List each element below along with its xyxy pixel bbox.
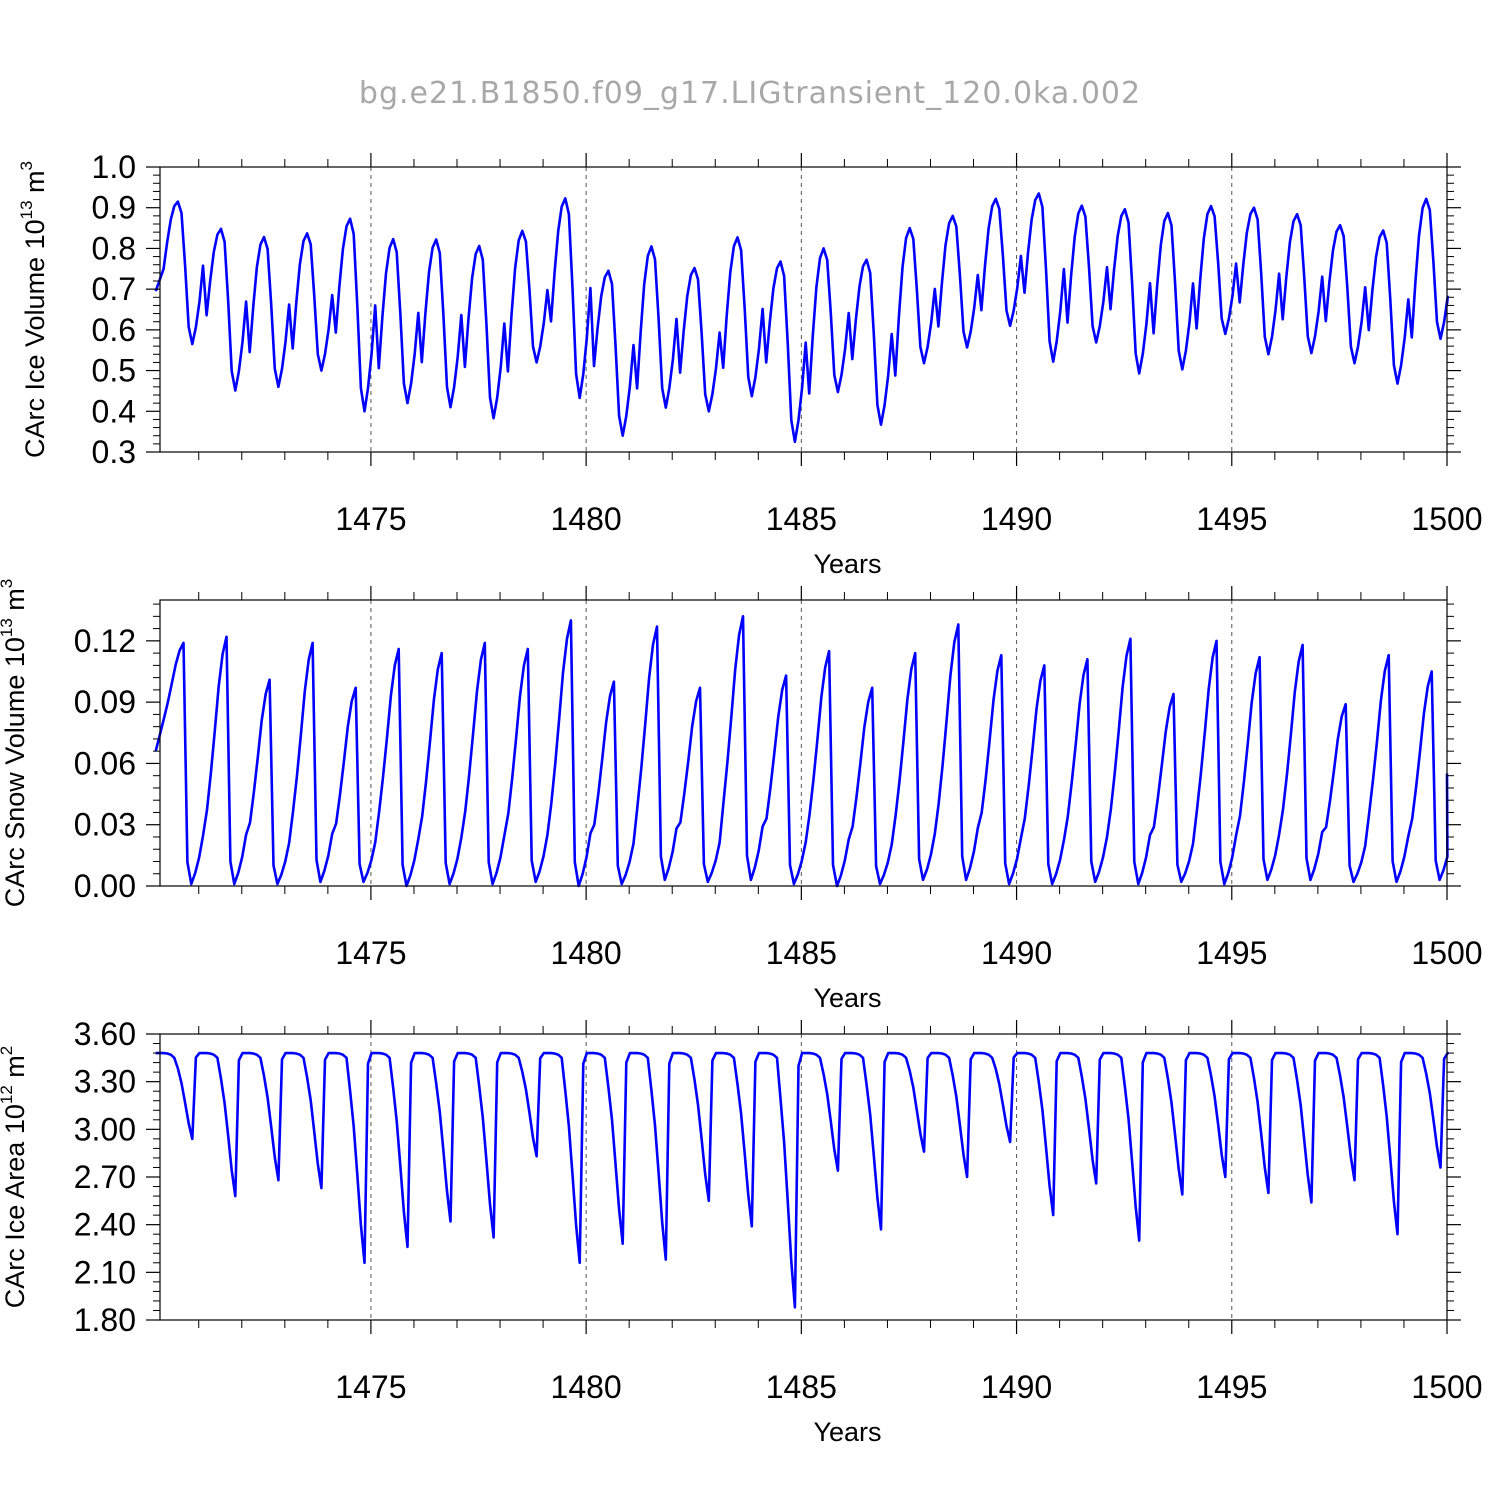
y-tick-label: 2.40 (74, 1207, 136, 1243)
y-tick-label: 0.6 (92, 312, 136, 348)
y-axis-label-exponent: 13 (17, 200, 36, 219)
snow-volume-series-line (154, 615, 1449, 888)
x-tick-label: 1495 (1196, 501, 1267, 537)
panel-ice-area: 1475 1480 1485 1490 1495 1500 Years 1.80 2.10 2.4… (0, 1016, 1483, 1447)
figure-title: bg.e21.B1850.f09_g17.LIGtransient_120.0k… (359, 76, 1141, 111)
y-axis-label-exponent: 13 (0, 618, 16, 637)
y-tick-label: 0.12 (74, 623, 136, 659)
y-axis-label: CArc Ice Area 1012 m2 (0, 1046, 30, 1309)
x-tick-label: 1490 (981, 501, 1052, 537)
x-tick-label: 1495 (1196, 935, 1267, 971)
y-tick-label: 0.4 (92, 393, 136, 429)
y-axis-label-unit: m (0, 588, 30, 618)
y-axis-label-text: CArc Ice Volume 10 (20, 219, 50, 458)
y-axis-label-unit: m (0, 1055, 30, 1085)
x-tick-label: 1490 (981, 1369, 1052, 1405)
ice-volume-series-line (154, 192, 1449, 444)
y-axis-label-unit: m (20, 170, 50, 200)
y-tick-label: 2.70 (74, 1159, 136, 1195)
x-tick-label: 1475 (335, 501, 406, 537)
y-axis-label: CArc Snow Volume 1013 m3 (0, 579, 30, 908)
x-tick-label: 1475 (335, 935, 406, 971)
y-axis-label: CArc Ice Volume 1013 m3 (17, 161, 50, 458)
x-tick-label: 1480 (551, 1369, 622, 1405)
x-tick-label: 1500 (1411, 1369, 1482, 1405)
y-axis-label-text: CArc Snow Volume 10 (0, 637, 30, 907)
y-tick-label: 3.00 (74, 1111, 136, 1147)
y-tick-label: 3.60 (74, 1016, 136, 1052)
panel-ice-volume: 1475 1480 1485 1490 1495 1500 Years 0.3 0.4 0.5 0.… (17, 149, 1483, 579)
y-tick-label: 0.09 (74, 684, 136, 720)
y-axis-label-unit-exponent: 3 (17, 161, 36, 170)
x-tick-label: 1475 (335, 1369, 406, 1405)
y-tick-label: 0.9 (92, 190, 136, 226)
plot-frame (159, 599, 1448, 887)
y-tick-label: 3.30 (74, 1064, 136, 1100)
plot-frame (159, 166, 1448, 453)
y-tick-label: 0.5 (92, 353, 136, 389)
x-tick-label: 1500 (1411, 935, 1482, 971)
x-tick-label: 1485 (766, 1369, 837, 1405)
y-tick-label: 0.00 (74, 868, 136, 904)
y-tick-label: 1.80 (74, 1302, 136, 1338)
y-axis-label-unit-exponent: 2 (0, 1046, 16, 1055)
x-tick-label: 1500 (1411, 501, 1482, 537)
y-tick-label: 2.10 (74, 1254, 136, 1290)
x-axis-label: Years (813, 1417, 881, 1447)
ice-area-series-line (155, 1051, 1449, 1309)
x-axis-label: Years (813, 983, 881, 1013)
y-axis-label-text: CArc Ice Area 10 (0, 1104, 30, 1308)
x-tick-label: 1480 (551, 935, 622, 971)
x-tick-label: 1490 (981, 935, 1052, 971)
x-tick-label: 1495 (1196, 1369, 1267, 1405)
x-tick-label: 1480 (551, 501, 622, 537)
y-tick-label: 0.7 (92, 271, 136, 307)
y-tick-label: 0.03 (74, 807, 136, 843)
x-axis-label: Years (813, 549, 881, 579)
y-tick-label: 0.8 (92, 230, 136, 266)
x-tick-label: 1485 (766, 501, 837, 537)
y-axis-label-unit-exponent: 3 (0, 579, 16, 588)
y-tick-label: 0.3 (92, 434, 136, 470)
y-tick-label: 1.0 (92, 149, 136, 185)
y-tick-label: 0.06 (74, 745, 136, 781)
y-axis-label-exponent: 12 (0, 1085, 16, 1104)
panel-snow-volume: 1475 1480 1485 1490 1495 1500 Years 0.00 0.03 0.0… (0, 579, 1483, 1013)
x-tick-label: 1485 (766, 935, 837, 971)
